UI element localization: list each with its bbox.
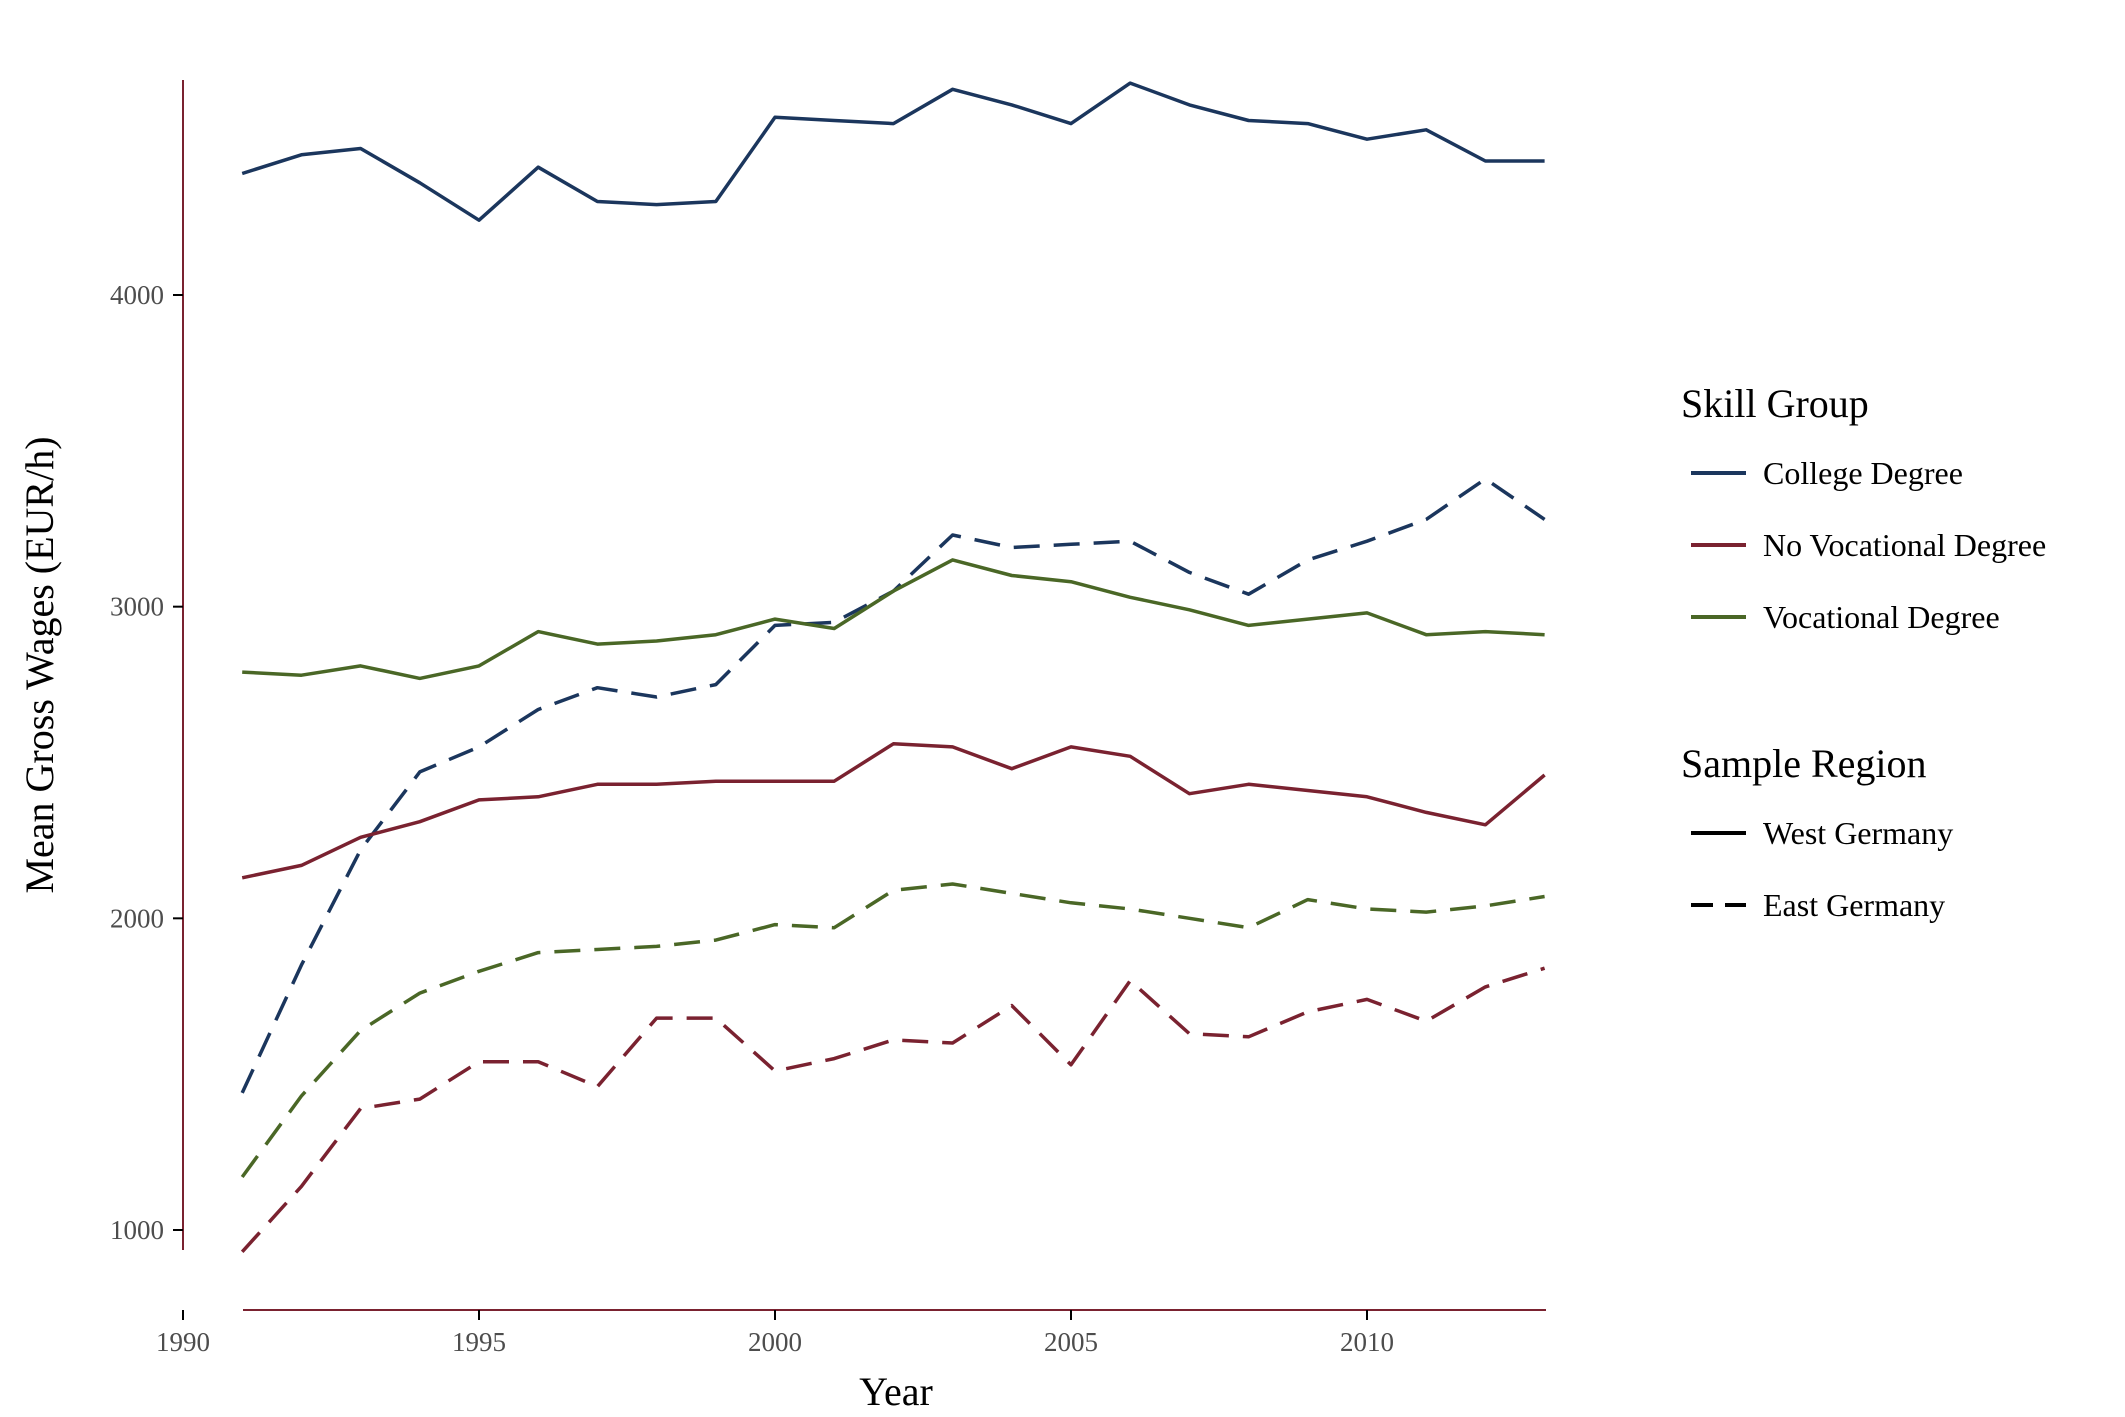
y-tick-label-2000: 2000	[110, 903, 164, 933]
legend-label-vocational-degree: Vocational Degree	[1763, 599, 2000, 635]
y-tick-label-4000: 4000	[110, 280, 164, 310]
x-tick-label-2000: 2000	[748, 1327, 802, 1357]
legend-label-east-germany: East Germany	[1763, 887, 1945, 923]
series-line-vocational-degree-west-germany	[242, 558, 1545, 681]
legend-label-no-vocational-degree: No Vocational Degree	[1763, 527, 2046, 563]
legend-label-west-germany: West Germany	[1763, 815, 1953, 851]
series-line-college-degree-east-germany	[240, 477, 1546, 1094]
legend: Skill Group College Degree No Vocational…	[1681, 381, 2046, 923]
y-axis-ticks: 1000 2000 3000 4000	[110, 280, 183, 1245]
series-line-college-degree-west-germany	[241, 81, 1545, 222]
y-axis-title: Mean Gross Wages (EUR/h)	[17, 436, 62, 893]
series-line-no-vocational-degree-east-germany	[240, 966, 1546, 1253]
legend-title-sample-region: Sample Region	[1681, 741, 1927, 786]
x-axis-title: Year	[859, 1369, 933, 1414]
plot-area	[240, 81, 1546, 1253]
x-tick-label-1990: 1990	[156, 1327, 210, 1357]
legend-label-college-degree: College Degree	[1763, 455, 1963, 491]
y-tick-label-3000: 3000	[110, 592, 164, 622]
y-tick-label-1000: 1000	[110, 1215, 164, 1245]
axes	[182, 80, 1546, 1311]
x-axis-ticks: 1990 1995 2000 2005 2010	[156, 1310, 1394, 1357]
legend-title-skill-group: Skill Group	[1681, 381, 1869, 426]
x-tick-label-2010: 2010	[1340, 1327, 1394, 1357]
series-line-vocational-degree-east-germany	[240, 882, 1545, 1179]
x-tick-label-2005: 2005	[1044, 1327, 1098, 1357]
x-tick-label-1995: 1995	[452, 1327, 506, 1357]
series-line-no-vocational-degree-west-germany	[241, 742, 1546, 880]
